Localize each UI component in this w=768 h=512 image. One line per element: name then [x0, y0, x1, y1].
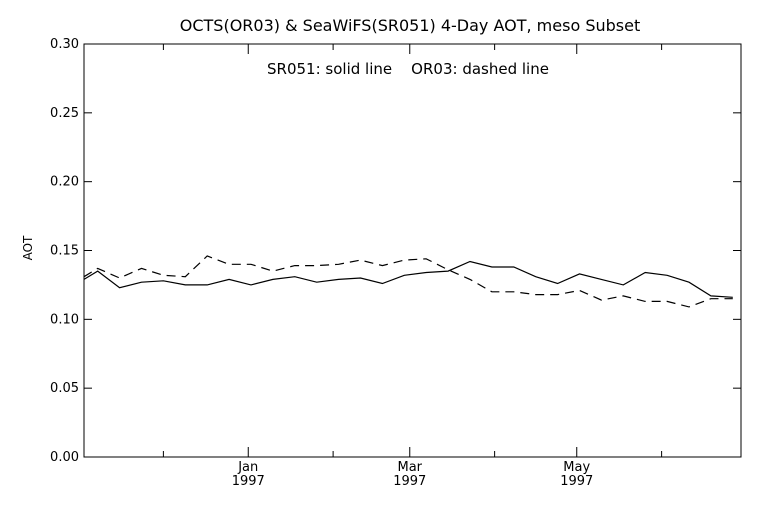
axes: 0.000.050.100.150.200.250.30Jan1997Mar19…: [50, 37, 742, 489]
x-tick-year: 1997: [393, 474, 426, 489]
series-line-sr051: [83, 260, 733, 298]
y-axis-label: AOT: [21, 235, 35, 260]
y-tick-label: 0.00: [50, 450, 79, 465]
chart-title: OCTS(OR03) & SeaWiFS(SR051) 4-Day AOT, m…: [180, 16, 640, 35]
x-tick-label: May: [563, 460, 590, 475]
x-tick-label: Jan: [237, 460, 258, 475]
x-tick-label: Mar: [397, 460, 422, 475]
series-group: [83, 255, 733, 308]
y-tick-label: 0.30: [50, 37, 79, 52]
x-tick-year: 1997: [232, 474, 265, 489]
y-tick-label: 0.05: [50, 381, 79, 396]
legend-text: SR051: solid line OR03: dashed line: [267, 60, 549, 78]
y-tick-label: 0.20: [50, 175, 79, 190]
y-tick-label: 0.15: [50, 244, 79, 259]
series-line-or03: [83, 255, 733, 308]
y-tick-label: 0.25: [50, 106, 79, 121]
y-tick-label: 0.10: [50, 312, 79, 327]
plot-frame: [83, 43, 742, 458]
x-tick-year: 1997: [560, 474, 593, 489]
